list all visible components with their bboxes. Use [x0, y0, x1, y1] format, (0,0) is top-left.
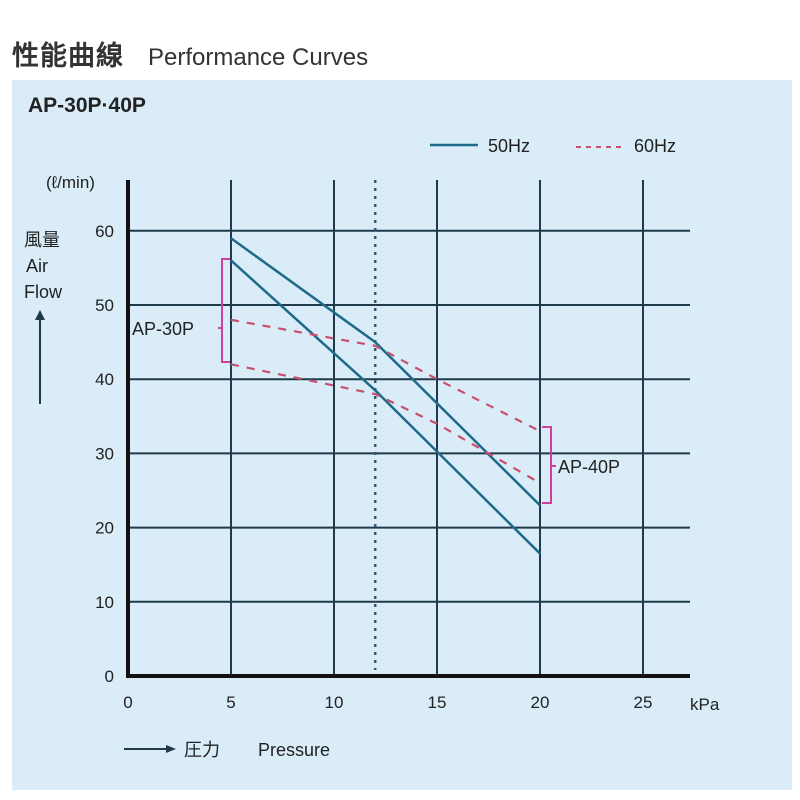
title-english: Performance Curves: [148, 44, 369, 71]
y-tick-label: 40: [95, 370, 114, 389]
ap30p-bracket: AP-30P: [132, 258, 230, 363]
tick-labels: 0 10 20 30 40 50 60 0 5 10 15 20 25: [95, 222, 652, 712]
y-tick-label: 30: [95, 444, 114, 463]
ap30p-label: AP-30P: [132, 319, 194, 339]
y-unit: (ℓ/min): [46, 173, 95, 192]
series-line: [230, 318, 541, 433]
y-tick-label: 50: [95, 296, 114, 315]
x-label-jp: 圧力: [184, 740, 220, 761]
legend-60hz: 60Hz: [634, 136, 676, 156]
data-series: [230, 237, 541, 555]
series-line: [230, 259, 541, 555]
chart-title: 性能曲線 Performance Curves: [12, 34, 368, 73]
legend: 50Hz 60Hz: [430, 136, 676, 156]
x-tick-label: 0: [123, 693, 132, 712]
x-tick-label: 10: [325, 693, 344, 712]
chart-panel: [12, 80, 792, 790]
x-tick-label: 25: [634, 693, 653, 712]
y-tick-label: 60: [95, 222, 114, 241]
y-label-jp: 風量: [24, 230, 60, 251]
series-line: [230, 363, 541, 485]
y-label-flow: Flow: [24, 282, 63, 302]
title-japanese: 性能曲線: [12, 41, 124, 72]
model-label: AP-30P·40P: [28, 94, 146, 117]
x-arrow-icon: [166, 745, 176, 753]
ap40p-label: AP-40P: [558, 457, 620, 477]
y-label-air: Air: [26, 256, 48, 276]
x-unit: kPa: [690, 695, 720, 714]
y-tick-label: 10: [95, 593, 114, 612]
x-tick-label: 15: [428, 693, 447, 712]
ap40p-bracket: AP-40P: [542, 426, 620, 504]
x-tick-label: 5: [226, 693, 235, 712]
y-tick-label: 20: [95, 519, 114, 538]
x-label-en: Pressure: [258, 740, 330, 760]
legend-50hz: 50Hz: [488, 136, 530, 156]
x-tick-label: 20: [531, 693, 550, 712]
grid: [126, 180, 690, 678]
series-line: [230, 237, 541, 507]
y-tick-label: 0: [105, 667, 114, 686]
y-arrow-icon: [35, 310, 45, 320]
